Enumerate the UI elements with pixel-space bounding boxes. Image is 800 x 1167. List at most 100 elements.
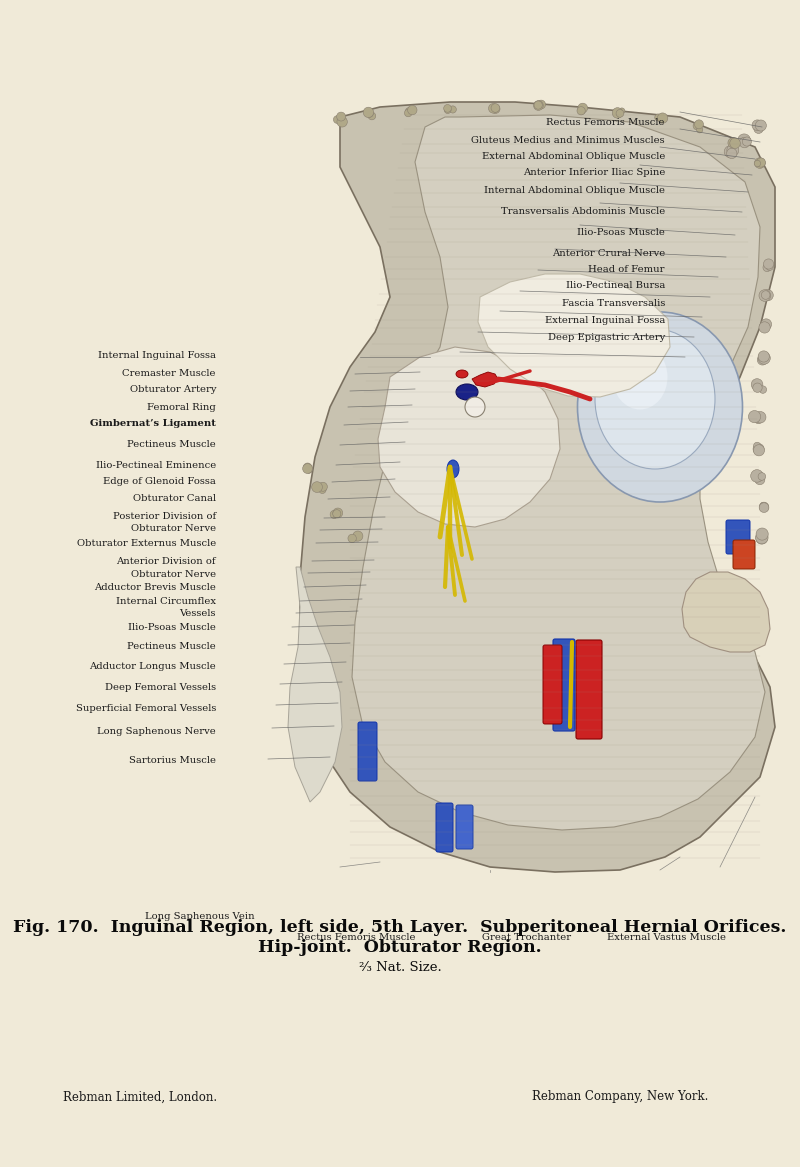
Circle shape [750,469,763,482]
Text: Cremaster Muscle: Cremaster Muscle [122,369,216,378]
Circle shape [390,582,397,589]
Circle shape [605,273,614,282]
Circle shape [760,322,767,329]
Circle shape [664,207,675,217]
Text: Internal Circumflex: Internal Circumflex [116,596,216,606]
Text: Anterior Inferior Iliac Spine: Anterior Inferior Iliac Spine [522,168,665,177]
Circle shape [337,117,347,127]
Circle shape [623,254,634,265]
Text: Rectus Femoris Muscle: Rectus Femoris Muscle [546,118,665,127]
Circle shape [491,104,500,112]
Circle shape [405,605,411,610]
Circle shape [756,527,768,540]
Circle shape [622,257,632,267]
Circle shape [337,112,346,121]
Ellipse shape [578,312,742,502]
Text: Adductor Brevis Muscle: Adductor Brevis Muscle [94,582,216,592]
Circle shape [582,303,595,316]
Circle shape [595,284,607,295]
Text: External Vastus Muscle: External Vastus Muscle [607,932,726,942]
Text: Long Saphenous Nerve: Long Saphenous Nerve [98,727,216,736]
Circle shape [756,158,766,167]
Circle shape [635,242,643,250]
Circle shape [754,160,761,167]
Circle shape [760,502,767,510]
Circle shape [391,581,398,588]
Circle shape [363,107,374,118]
Circle shape [751,378,763,390]
Text: Posterior Division of: Posterior Division of [113,512,216,522]
Polygon shape [682,572,770,652]
Text: Ilio-Pectineal Eminence: Ilio-Pectineal Eminence [96,461,216,470]
Circle shape [619,107,625,114]
Circle shape [449,106,456,113]
Circle shape [728,138,738,148]
Circle shape [433,676,441,684]
Circle shape [762,289,774,301]
Circle shape [444,105,451,112]
Circle shape [489,104,498,113]
Text: Deep Epigastric Artery: Deep Epigastric Artery [548,333,665,342]
Circle shape [609,268,618,278]
Circle shape [573,319,587,333]
FancyBboxPatch shape [726,520,750,554]
Text: Pectineus Muscle: Pectineus Muscle [127,440,216,449]
Circle shape [682,193,694,204]
Circle shape [663,209,675,221]
Circle shape [306,466,313,474]
Text: Obturator Externus Muscle: Obturator Externus Muscle [77,539,216,548]
Circle shape [766,263,774,271]
Text: Anterior Crural Nerve: Anterior Crural Nerve [552,249,665,258]
Circle shape [634,242,643,251]
Text: Sartorius Muscle: Sartorius Muscle [129,756,216,766]
Circle shape [759,386,766,393]
Text: Fascia Transversalis: Fascia Transversalis [562,299,665,308]
Circle shape [763,264,771,272]
Polygon shape [300,102,775,872]
Circle shape [754,445,765,456]
Text: Vessels: Vessels [179,609,216,619]
Circle shape [662,211,672,222]
Polygon shape [288,567,342,802]
Text: Pectineus Muscle: Pectineus Muscle [127,642,216,651]
Circle shape [749,411,761,422]
Circle shape [407,105,417,114]
Circle shape [334,116,342,124]
Text: Adductor Longus Muscle: Adductor Longus Muscle [90,662,216,671]
Ellipse shape [456,384,478,400]
Circle shape [432,675,441,683]
Circle shape [681,194,690,203]
Text: Transversalis Abdominis Muscle: Transversalis Abdominis Muscle [501,207,665,216]
Circle shape [592,289,602,300]
Text: Superficial Femoral Vessels: Superficial Femoral Vessels [76,704,216,713]
Circle shape [755,531,768,544]
Circle shape [353,531,363,541]
Circle shape [608,270,620,282]
Text: Edge of Glenoid Fossa: Edge of Glenoid Fossa [103,477,216,487]
Circle shape [563,330,577,343]
Circle shape [333,508,342,518]
Circle shape [583,301,594,313]
Polygon shape [472,372,498,387]
Circle shape [612,107,622,118]
Polygon shape [378,347,560,527]
Circle shape [330,510,338,518]
Text: Rebman Company, New York.: Rebman Company, New York. [532,1090,708,1104]
Circle shape [630,240,640,251]
Circle shape [649,225,658,233]
Circle shape [366,110,374,118]
Circle shape [534,102,542,110]
Text: External Abdominal Oblique Muscle: External Abdominal Oblique Muscle [482,152,665,161]
Circle shape [742,137,751,146]
Circle shape [759,502,769,511]
Circle shape [593,286,605,298]
Circle shape [692,176,706,189]
Text: Obturator Nerve: Obturator Nerve [131,524,216,533]
Text: Great Trochanter: Great Trochanter [482,932,571,942]
Text: Long Saphenous Vein: Long Saphenous Vein [145,911,255,921]
Circle shape [566,330,576,340]
Text: External Inguinal Fossa: External Inguinal Fossa [545,316,665,326]
Text: Anterior Division of: Anterior Division of [116,557,216,566]
Circle shape [312,482,322,492]
FancyBboxPatch shape [576,640,602,739]
